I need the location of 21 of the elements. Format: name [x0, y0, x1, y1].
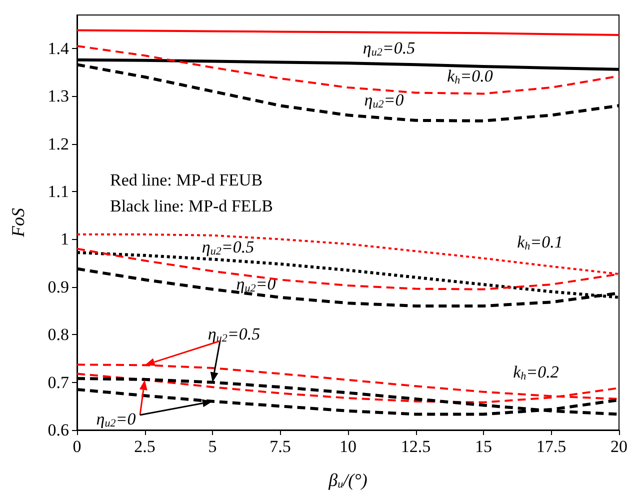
y-tick-label: 0.6 [48, 420, 69, 440]
y-tick-label: 0.7 [48, 372, 70, 392]
annotation: Red line: MP-d FEUB [110, 170, 263, 190]
y-tick-label: 0.9 [48, 277, 69, 296]
y-tick-label: 1.3 [48, 86, 69, 106]
y-tick-label: 1 [60, 230, 69, 249]
x-tick-label: 2.5 [134, 437, 156, 456]
y-tick-label: 1.4 [48, 38, 70, 58]
annotation: Black line: MP-d FELB [110, 196, 273, 216]
x-tick-label: 17.5 [536, 437, 566, 456]
x-tick-label: 7.5 [270, 437, 291, 456]
x-tick-label: 12.5 [400, 437, 431, 456]
x-tick-label: 15 [475, 437, 492, 456]
y-axis-title: FoS [8, 208, 28, 238]
x-tick-label: 5 [208, 437, 217, 456]
x-tick-label: 10 [340, 437, 356, 456]
x-tick-label: 20 [610, 437, 628, 456]
y-tick-label: 0.8 [48, 325, 69, 344]
x-tick-label: 0 [72, 437, 82, 456]
y-tick-label: 1.2 [48, 134, 69, 154]
y-tick-label: 1.1 [48, 182, 69, 201]
